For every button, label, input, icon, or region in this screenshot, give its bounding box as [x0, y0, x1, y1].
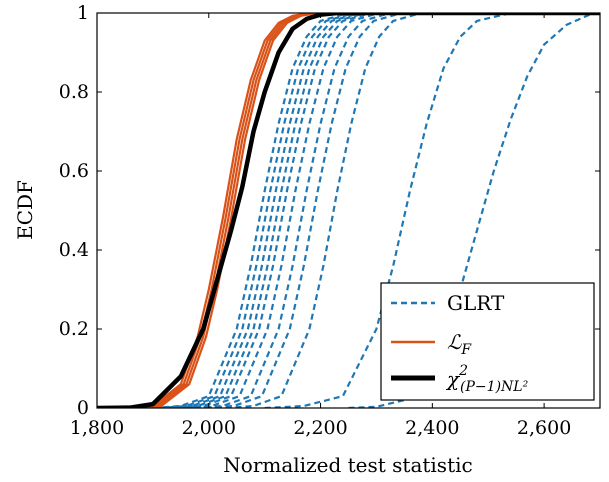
y-tick-label: 0.4 — [59, 239, 89, 261]
y-tick-label: 0.8 — [59, 81, 89, 103]
series-line-lf-11 — [124, 13, 321, 408]
series-line-glrt-5 — [183, 13, 380, 408]
series-line-chi-15 — [97, 13, 600, 408]
x-tick-label: 2,200 — [293, 417, 347, 439]
series-line-glrt-8 — [225, 13, 422, 408]
y-tick-label: 0.2 — [59, 318, 89, 340]
series-line-glrt-0 — [152, 13, 349, 408]
legend-label-glrt: GLRT — [447, 291, 505, 315]
x-axis-label: Normalized test statistic — [223, 453, 472, 477]
y-tick-label: 0.6 — [59, 160, 89, 182]
series-line-lf-14 — [133, 13, 329, 408]
series-line-glrt-1 — [158, 13, 355, 408]
legend: GLRT ℒF χ2 (P−1)NL² — [380, 282, 595, 401]
y-tick-label: 0 — [77, 397, 89, 419]
x-tick-label: 2,400 — [405, 417, 459, 439]
plot-area — [96, 12, 601, 409]
series-layer — [97, 13, 600, 408]
x-tick-label: 2,600 — [517, 417, 571, 439]
axis-ticks: 1,800 2,000 2,200 2,400 2,600 0 0.2 0.4 0.6 0.8 1 — [59, 2, 600, 439]
series-line-lf-13 — [130, 13, 327, 408]
series-line-lf-12 — [127, 13, 324, 408]
x-tick-label: 1,800 — [70, 417, 124, 439]
series-line-glrt-3 — [169, 13, 366, 408]
series-line-glrt-4 — [175, 13, 372, 408]
series-line-glrt-6 — [194, 13, 391, 408]
plot-frame — [96, 12, 601, 409]
series-line-glrt-2 — [164, 13, 360, 408]
y-tick-label: 1 — [77, 2, 89, 24]
series-line-glrt-10 — [348, 13, 600, 408]
y-axis-label: ECDF — [13, 180, 37, 240]
series-line-glrt-7 — [205, 13, 402, 408]
x-tick-label: 2,000 — [182, 417, 236, 439]
